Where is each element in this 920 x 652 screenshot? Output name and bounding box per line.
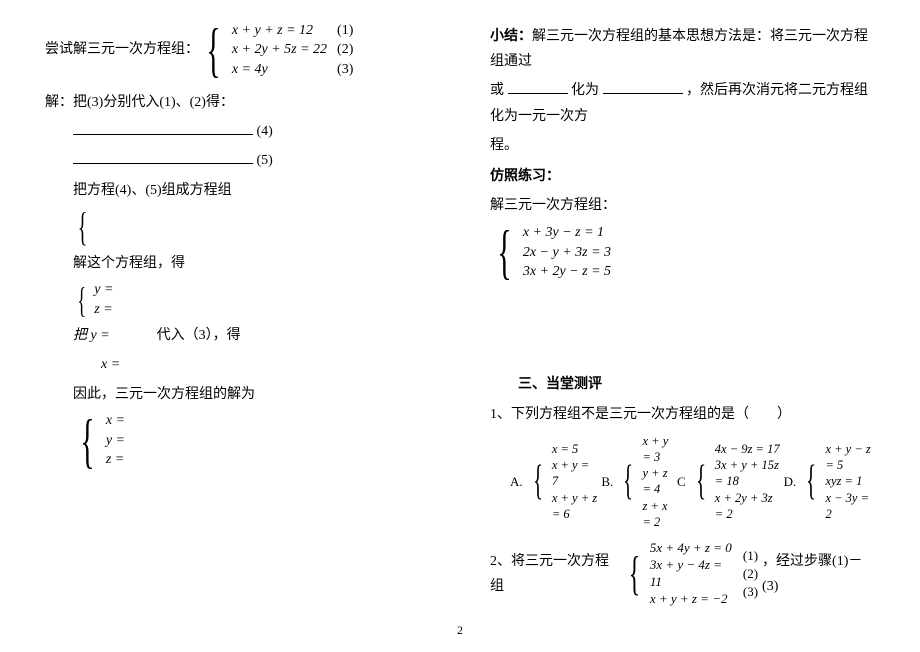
- step2: 把方程(4)、(5)组成方程组: [73, 178, 430, 203]
- optB-sys: { x + y = 3 y + z = 4 z + x = 2: [618, 433, 673, 531]
- summary-line2: 或 化为 ，然后再次消元将二元方程组化为一元一次方: [490, 78, 875, 128]
- zsol: z =: [106, 450, 125, 470]
- step4b: 代入（3），得: [157, 328, 241, 343]
- ysol: y =: [106, 431, 125, 451]
- sys1-nums: (1) (2) (3): [337, 21, 353, 80]
- psys-l1: x + 3y − z = 1: [523, 223, 611, 243]
- brace-icon: {: [629, 550, 641, 598]
- blank-b: [603, 79, 683, 94]
- intro-system: 尝试解三元一次方程组： { x + y + z = 12 x + 2y + 5z…: [45, 20, 430, 80]
- q1: 1、下列方程组不是三元一次方程组的是（ ）: [490, 402, 875, 427]
- q2-n1: (1): [743, 547, 758, 565]
- summary-2: 或: [490, 83, 504, 98]
- q2-sys: { 5x + 4y + z = 0 3x + y − 4z = 11 x + y…: [623, 540, 758, 608]
- optB-label: B.: [601, 470, 613, 493]
- q2-n2: (2): [743, 565, 758, 583]
- A1: x = 5: [552, 441, 598, 457]
- page-root: 尝试解三元一次方程组： { x + y + z = 12 x + 2y + 5z…: [0, 0, 920, 652]
- optD-label: D.: [784, 470, 797, 493]
- brace-icon: {: [696, 460, 706, 502]
- sys1-n1: (1): [337, 21, 353, 41]
- C3: x + 2y + 3z = 2: [715, 490, 780, 523]
- brace-icon: {: [533, 460, 543, 502]
- brace-icon: {: [80, 411, 94, 471]
- xyz-lines: x = y = z =: [106, 411, 125, 470]
- optC-sys: { 4x − 9z = 17 3x + y + 15z = 18 x + 2y …: [691, 441, 780, 522]
- practice-system: { x + 3y − z = 1 2x − y + 3z = 3 3x + 2y…: [490, 222, 875, 282]
- C2: 3x + y + 15z = 18: [715, 457, 780, 490]
- summary-line1: 小结：解三元一次方程组的基本思想方法是：将三元一次方程组通过: [490, 24, 875, 74]
- A2: x + y = 7: [552, 457, 598, 490]
- psys-lines: x + 3y − z = 1 2x − y + 3z = 3 3x + 2y −…: [523, 223, 611, 282]
- optC-label: C: [677, 470, 686, 493]
- sys1-n2: (2): [337, 40, 353, 60]
- B1: x + y = 3: [642, 433, 672, 466]
- psys-l3: 3x + 2y − z = 5: [523, 262, 611, 282]
- D1: x + y − z = 5: [825, 441, 871, 474]
- x-eq: x =: [101, 352, 430, 377]
- C1: 4x − 9z = 17: [715, 441, 780, 457]
- intro-text: 尝试解三元一次方程组：: [45, 37, 199, 62]
- A3: x + y + z = 6: [552, 490, 598, 523]
- optA-sys: { x = 5 x + y = 7 x + y + z = 6: [528, 441, 598, 522]
- section3: 三、当堂测评: [518, 372, 875, 397]
- psys-l2: 2x − y + 3z = 3: [523, 243, 611, 263]
- brace-icon: {: [806, 460, 816, 502]
- practice-hd: 仿照练习：: [490, 164, 875, 189]
- brace-icon: {: [77, 282, 86, 318]
- q1-options: A. { x = 5 x + y = 7 x + y + z = 6 B. { …: [510, 433, 875, 531]
- blank-eq4: (4): [73, 119, 430, 144]
- left-column: 尝试解三元一次方程组： { x + y + z = 12 x + 2y + 5z…: [30, 20, 460, 632]
- q2a: 2、将三元一次方程组: [490, 549, 619, 599]
- optA-label: A.: [510, 470, 523, 493]
- right-column: 小结：解三元一次方程组的基本思想方法是：将三元一次方程组通过 或 化为 ，然后再…: [460, 20, 890, 632]
- empty-system: {: [73, 207, 430, 247]
- q2b: ，经过步骤(1)－(3): [762, 549, 875, 599]
- xsol: x =: [106, 411, 125, 431]
- optD-sys: { x + y − z = 5 xyz = 1 x − 3y = 2: [801, 441, 871, 522]
- step4: 把 y = 代入（3），得: [73, 323, 430, 348]
- page-number: 2: [457, 620, 463, 642]
- practice-txt: 解三元一次方程组：: [490, 193, 875, 218]
- sys1-l1: x + y + z = 12: [232, 21, 327, 41]
- q2-l3: x + y + z = −2: [650, 591, 733, 608]
- brace-icon: {: [206, 20, 220, 80]
- step5: 因此，三元一次方程组的解为: [73, 382, 430, 407]
- sys1-lines: x + y + z = 12 x + 2y + 5z = 22 x = 4y: [232, 21, 327, 80]
- step4a: 把 y =: [73, 328, 110, 343]
- D3: x − 3y = 2: [825, 490, 871, 523]
- q2: 2、将三元一次方程组 { 5x + 4y + z = 0 3x + y − 4z…: [490, 540, 875, 608]
- xyz-system: { x = y = z =: [73, 411, 430, 471]
- q2-l2: 3x + y − 4z = 11: [650, 557, 733, 591]
- B3: z + x = 2: [642, 498, 672, 531]
- eq5-tag: (5): [257, 153, 273, 168]
- sys1-l3: x = 4y: [232, 60, 327, 80]
- yz-lines: y = z =: [94, 280, 113, 319]
- B2: y + z = 4: [642, 465, 672, 498]
- step3: 解这个方程组，得: [73, 251, 430, 276]
- blank-eq5: (5): [73, 148, 430, 173]
- D2: xyz = 1: [825, 473, 871, 489]
- blank-a: [508, 79, 568, 94]
- summary-line3: 程。: [490, 133, 875, 158]
- summary-1: 解三元一次方程组的基本思想方法是：将三元一次方程组通过: [490, 29, 868, 69]
- eq4-tag: (4): [257, 124, 273, 139]
- yz-system: { y = z =: [73, 280, 430, 319]
- brace-icon: {: [78, 207, 88, 247]
- brace-icon: {: [623, 460, 633, 502]
- blank-line-4: [73, 120, 253, 135]
- summary-3: 化为: [571, 83, 599, 98]
- blank-line-5: [73, 149, 253, 164]
- z-eq: z =: [94, 300, 113, 320]
- brace-icon: {: [497, 222, 511, 282]
- sys1-l2: x + 2y + 5z = 22: [232, 40, 327, 60]
- q2-n3: (3): [743, 583, 758, 601]
- summary-lead: 小结：: [490, 29, 532, 44]
- y-eq: y =: [94, 280, 113, 300]
- q2-l1: 5x + 4y + z = 0: [650, 540, 733, 557]
- step1: 解：把(3)分别代入(1)、(2)得：: [45, 90, 430, 115]
- sys1-n3: (3): [337, 60, 353, 80]
